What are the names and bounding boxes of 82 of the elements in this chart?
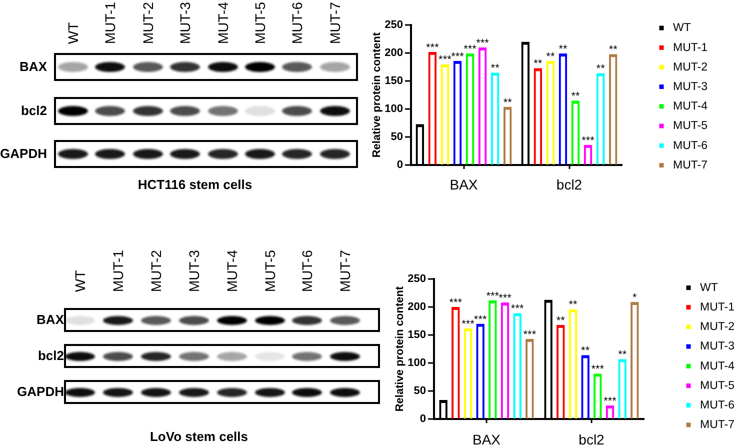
category-label: MUT-4 [214,2,231,44]
data-label: ** [568,299,578,312]
data-label: *** [451,50,465,63]
data-label: *** [523,328,537,341]
category-label: WT [65,22,81,44]
y-tick-label: 150 [408,329,426,342]
y-tick-label: 50 [414,385,426,398]
data-label: ** [534,58,543,70]
data-label: * [632,292,638,304]
legend-label: MUT-4 [673,100,708,113]
category-label: WT [72,270,88,292]
data-label: *** [591,364,605,376]
y-tick-label: 0 [396,159,403,172]
data-label: *** [449,297,463,309]
legend-label: WT [673,22,691,34]
legend-label: MUT-6 [700,399,734,412]
category-label: MUT-3 [177,2,194,44]
data-label: ** [571,90,581,103]
data-label: ** [490,62,500,75]
category-label: MUT-5 [262,250,278,292]
category-label: MUT-5 [252,2,268,44]
data-label: *** [604,396,618,408]
legend-label: MUT-3 [673,80,708,93]
legend-label: MUT-1 [700,301,734,314]
y-tick-label: 250 [384,19,403,32]
data-label: *** [582,134,596,147]
category-label: MUT-2 [140,2,156,44]
category-label: BAX [20,59,47,74]
y-axis-title: Relative protein content [371,32,384,158]
legend-label: MUT-4 [700,360,736,372]
data-label: *** [498,292,512,305]
data-label: ** [596,63,606,76]
data-label: ** [503,96,513,109]
category-label: MUT-4 [224,250,240,292]
data-label: ** [546,50,556,63]
data-label: ** [558,44,568,56]
y-tick-label: 200 [408,301,426,314]
legend-label: MUT-6 [673,140,708,152]
data-label: *** [476,37,490,50]
data-label: ** [556,314,566,327]
category-label: bcl2 [38,348,64,363]
y-tick-label: 250 [408,273,426,286]
category-label: MUT-2 [148,250,164,292]
category-label: GAPDH [0,146,47,161]
legend-label: MUT-2 [700,321,734,334]
category-label: MUT-1 [110,250,126,292]
legend-label: WT [700,282,718,294]
legend-label: MUT-7 [673,159,708,172]
legend-label: MUT-3 [700,340,734,353]
text: HCT116 stem cells [138,177,252,193]
category-label: bcl2 [20,102,47,118]
category-label: BAX [36,312,64,327]
y-tick-label: 100 [408,357,426,370]
data-label: *** [462,318,476,330]
category-label: MUT-6 [289,2,306,44]
category-label: MUT-7 [337,250,354,292]
legend-label: MUT-2 [673,61,708,74]
data-label: *** [510,303,524,316]
data-label: *** [486,290,500,302]
data-label: ** [581,345,590,358]
y-tick-label: 0 [420,413,426,426]
legend-label: MUT-5 [700,380,734,392]
data-label: *** [464,44,478,56]
data-label: ** [618,349,628,362]
y-tick-label: 50 [390,131,403,144]
data-label: *** [426,42,440,54]
data-label: *** [474,314,488,326]
category-label: GAPDH [17,384,64,399]
legend-label: MUT-7 [700,419,734,432]
category-label: MUT-6 [299,250,316,292]
category-label: MUT-1 [102,2,118,44]
data-label: *** [438,54,452,66]
text: LoVo stem cells [150,429,248,445]
category-label: MUT-7 [326,2,343,44]
data-label: ** [608,44,618,56]
y-tick-label: 150 [384,75,403,88]
y-tick-label: 100 [384,103,403,116]
legend-label: MUT-5 [673,120,708,132]
legend-label: MUT-1 [673,42,708,54]
category-label: MUT-3 [186,250,202,292]
y-tick-label: 200 [384,47,403,60]
y-axis-title: Relative protein content [394,286,406,412]
